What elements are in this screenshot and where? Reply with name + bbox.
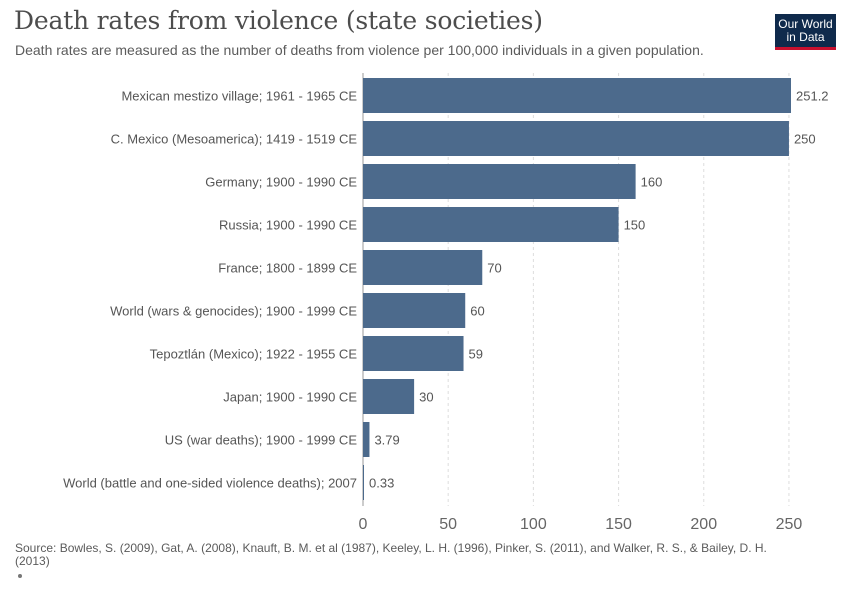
category-label: World (battle and one-sided violence dea…	[63, 476, 357, 491]
category-label: US (war deaths); 1900 - 1999 CE	[165, 433, 358, 448]
bar	[363, 422, 370, 457]
category-label: Tepoztlán (Mexico); 1922 - 1955 CE	[150, 347, 358, 362]
source-note: Source: Bowles, S. (2009), Gat, A. (2008…	[15, 541, 767, 568]
category-label: Russia; 1900 - 1990 CE	[219, 218, 357, 233]
chart-subtitle: Death rates are measured as the number o…	[15, 42, 704, 58]
owid-logo[interactable]: Our World in Data	[775, 14, 836, 50]
value-label: 150	[624, 218, 646, 233]
bar-chart: 0 50 100 150 200 250 Mexican mestizo village; …	[63, 73, 829, 533]
bar	[363, 379, 415, 414]
x-tick-label: 150	[605, 516, 632, 533]
x-tick-label: 200	[690, 516, 717, 533]
value-label: 60	[470, 304, 484, 319]
footer-dot	[18, 574, 22, 578]
bar	[363, 250, 483, 285]
x-tick-label: 0	[359, 516, 368, 533]
bar	[363, 78, 791, 113]
logo-line-1: Our World	[778, 17, 833, 31]
bar	[363, 121, 789, 156]
category-label: Japan; 1900 - 1990 CE	[223, 390, 357, 405]
bar	[363, 207, 619, 242]
category-label: Germany; 1900 - 1990 CE	[205, 175, 357, 190]
value-label: 160	[641, 175, 663, 190]
x-tick-label: 250	[776, 516, 803, 533]
logo-line-2: in Data	[786, 30, 825, 44]
bar	[363, 293, 466, 328]
category-label: C. Mexico (Mesoamerica); 1419 - 1519 CE	[111, 132, 358, 147]
value-label: 70	[487, 261, 501, 276]
bar	[363, 164, 636, 199]
category-label: France; 1800 - 1899 CE	[218, 261, 357, 276]
value-label: 0.33	[369, 476, 394, 491]
value-label: 30	[419, 390, 433, 405]
value-label: 3.79	[374, 433, 399, 448]
value-label: 59	[469, 347, 483, 362]
bar	[363, 336, 464, 371]
x-tick-label: 50	[439, 516, 457, 533]
value-label: 250	[794, 132, 816, 147]
chart-title: Death rates from violence (state societi…	[14, 6, 543, 35]
bar	[363, 465, 364, 500]
category-label: World (wars & genocides); 1900 - 1999 CE	[110, 304, 357, 319]
value-label: 251.2	[796, 89, 829, 104]
x-tick-label: 100	[520, 516, 547, 533]
category-label: Mexican mestizo village; 1961 - 1965 CE	[121, 89, 357, 104]
